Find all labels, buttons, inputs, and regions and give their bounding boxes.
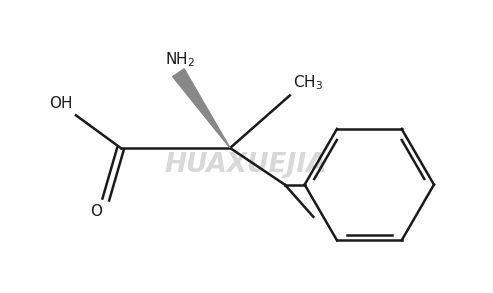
Text: OH: OH xyxy=(49,96,73,111)
Polygon shape xyxy=(173,69,230,148)
Text: O: O xyxy=(90,205,102,219)
Text: HUAXUEJIA: HUAXUEJIA xyxy=(165,152,327,178)
Text: CH$_3$: CH$_3$ xyxy=(293,73,323,91)
Text: NH$_2$: NH$_2$ xyxy=(165,50,196,69)
